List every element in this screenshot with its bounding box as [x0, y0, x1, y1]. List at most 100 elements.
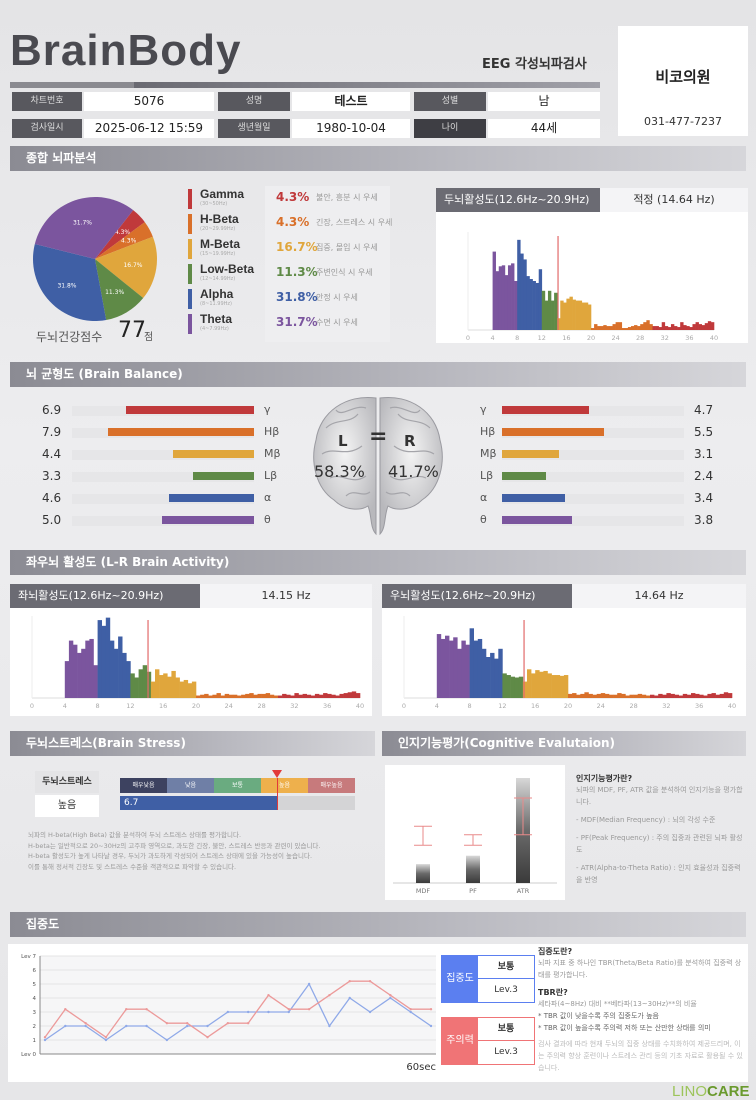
spectrum-bar: [654, 695, 659, 698]
balance-left-letter: L: [338, 432, 348, 450]
balance-left-symbol: Mβ: [264, 447, 281, 460]
y-tick-label: 1: [33, 1038, 37, 1044]
stress-scale-step: 매우낮음: [120, 778, 167, 793]
x-tick-label: 32: [290, 702, 298, 710]
brand-logo: BrainBody: [10, 26, 242, 75]
spectrum-bar: [538, 269, 543, 330]
spectrum-bar: [563, 302, 567, 330]
balance-left-symbol: α: [264, 491, 272, 504]
series-point: [409, 1008, 412, 1011]
balance-left-value: 5.0: [42, 513, 62, 527]
spectrum-bar: [191, 681, 197, 698]
spectrum-bar: [314, 693, 320, 698]
spectrum-bar: [232, 694, 238, 698]
spectrum-bar: [306, 694, 312, 698]
y-tick-label: 4: [33, 996, 37, 1002]
spectrum-bar: [163, 673, 168, 698]
spectrum-bar: [547, 290, 552, 330]
band-description: 집중, 몰입 시 우세: [316, 243, 378, 252]
spectrum-bar: [527, 669, 532, 698]
spectrum-bar: [492, 251, 496, 330]
score-box-title: 집중도: [442, 956, 478, 1002]
balance-right-bar: [502, 472, 547, 480]
balance-right-bar: [502, 428, 604, 436]
balance-left-row: 4.6 α: [10, 491, 300, 507]
cognitive-item-atr: - ATR(Alpha-to-Theta Ratio) : 인지 효율성과 집중…: [576, 864, 741, 884]
spectrum-bar: [81, 648, 86, 698]
normal-range-marker: [514, 797, 532, 836]
spectrum-bar: [723, 692, 729, 698]
spectrum-bar: [523, 259, 527, 330]
spectrum-bar: [522, 681, 528, 698]
spectrum-bar: [563, 675, 569, 698]
stress-scale-step: 보통: [214, 778, 261, 793]
balance-left-value: 4.4: [42, 447, 62, 461]
spectrum-bar: [109, 640, 115, 698]
series-point: [125, 1024, 128, 1028]
band-row-gamma: Gamma (30~50Hz) 4.3% 불안, 흥분 시 우세: [188, 187, 528, 211]
balance-left-row: 3.3 Lβ: [10, 469, 300, 485]
spectrum-bar: [621, 693, 626, 698]
balance-right-value: 3.1: [694, 447, 714, 461]
spectrum-bar: [514, 281, 518, 330]
balance-right-track: [502, 472, 684, 482]
spectrum-bar: [587, 304, 592, 330]
spectrum-bar: [701, 325, 706, 330]
spectrum-bar: [465, 644, 470, 698]
stress-scale-step: 높음: [261, 778, 308, 793]
spectrum-bar: [212, 694, 217, 698]
y-tick-label: 5: [33, 982, 37, 988]
band-range: (20~29.99Hz): [200, 226, 236, 232]
x-tick-label: 12: [498, 702, 506, 710]
band-range: (30~50Hz): [200, 201, 228, 207]
spectrum-bar: [355, 693, 361, 698]
spectrum-chart-right: 0 4 8 12 16 20 24 28 32 36 40: [382, 608, 746, 716]
spectrum-bar: [93, 665, 98, 698]
x-tick-label: 40: [710, 334, 718, 342]
balance-right-percent: 41.7%: [388, 462, 439, 481]
spectrum-bar: [621, 328, 626, 330]
balance-right-track: [502, 494, 684, 504]
spectrum-bar: [183, 679, 189, 698]
band-percent: 16.7%: [276, 240, 318, 254]
spectrum-bar: [670, 324, 675, 330]
section-cognitive: 인지기능평가(Cognitive Evalutaion): [382, 731, 746, 756]
date-value: 2025-06-12 15:59: [84, 119, 214, 138]
spectrum-bar: [695, 322, 699, 330]
balance-right-track: [502, 516, 684, 526]
stress-description-line: 뇌파의 H-beta(High Beta) 값을 분석하여 두뇌 스트레스 상태…: [28, 831, 242, 839]
spectrum-bar: [118, 636, 123, 698]
spectrum-bar: [543, 670, 548, 698]
spectrum-bar: [547, 673, 552, 698]
spectrum-bar: [560, 300, 564, 330]
y-tick-label: Lev 7: [21, 954, 36, 960]
y-tick-label: 2: [33, 1024, 37, 1030]
cognitive-category-label: PF: [469, 887, 477, 895]
spectrum-bar: [216, 693, 221, 698]
balance-left-track: [72, 494, 254, 504]
balance-left-row: 4.4 Mβ: [10, 447, 300, 463]
spectrum-bar: [699, 694, 704, 698]
spectrum-bar: [618, 322, 623, 330]
spectrum-bar: [220, 695, 225, 698]
spectrum-bar: [282, 693, 287, 698]
score-box-status: 보통: [478, 1018, 534, 1041]
spectrum-bar: [494, 658, 499, 698]
spectrum-bar: [97, 620, 102, 698]
x-tick-label: 40: [728, 702, 736, 710]
spectrum-bar: [689, 327, 693, 330]
pie-slice-label: 16.7%: [123, 262, 142, 269]
pie-slice-alpha: [33, 244, 107, 321]
spectrum-bar: [576, 694, 581, 698]
spectrum-bar: [649, 324, 653, 330]
series-point: [429, 1008, 433, 1011]
spectrum-bar: [495, 271, 500, 330]
chart-no-label: 차트번호: [12, 92, 82, 111]
spectrum-bar: [655, 326, 659, 330]
birth-label: 생년월일: [218, 119, 290, 138]
series-point: [145, 1024, 148, 1028]
x-tick-label: 24: [611, 334, 619, 342]
health-score-unit: 점: [144, 332, 154, 343]
tbr-bullet-low: * TBR 값이 낮을수록 주의 집중도가 높음: [538, 1012, 659, 1020]
section-balance: 뇌 균형도 (Brain Balance): [10, 362, 746, 387]
